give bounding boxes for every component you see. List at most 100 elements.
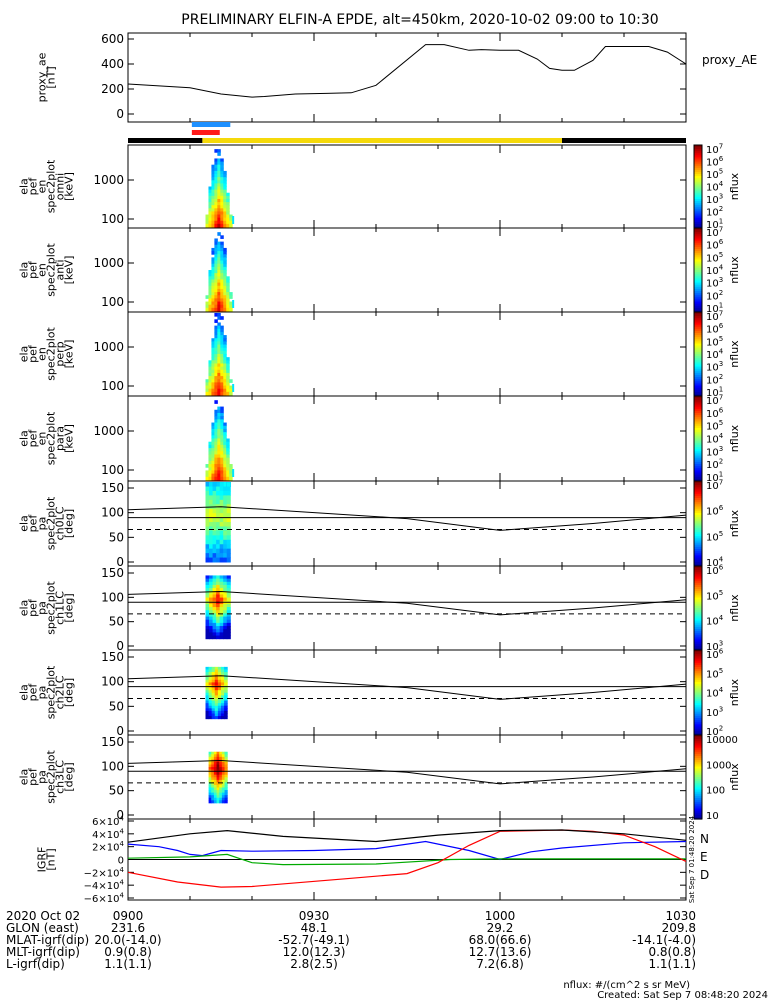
colorbar-unit: nflux xyxy=(728,594,741,622)
colorbar-cell xyxy=(694,652,702,655)
spectrogram-cell xyxy=(211,473,215,478)
spectrogram-cell xyxy=(220,257,224,262)
y-label-line: pa xyxy=(36,517,49,531)
colorbar-cell xyxy=(694,574,702,578)
spectrogram-cell xyxy=(211,186,215,191)
spectrogram-cell xyxy=(232,384,235,392)
pa-cell xyxy=(216,581,221,586)
spectrogram-cell xyxy=(214,341,218,346)
y-label-line: pa xyxy=(36,601,49,615)
pa-cell xyxy=(211,764,215,768)
spectrogram-cell xyxy=(217,432,221,436)
pa-cell xyxy=(224,756,228,760)
science-bar-red xyxy=(191,130,220,135)
spectrogram-cell xyxy=(208,273,212,277)
spectrogram-cell xyxy=(223,476,227,481)
spectrogram-cell xyxy=(229,223,233,228)
colorbar-cell xyxy=(694,532,702,535)
spectrogram-cell xyxy=(226,363,230,368)
y-tick-label: 150 xyxy=(101,566,124,580)
colorbar-cell xyxy=(694,758,702,761)
spectrogram-cell xyxy=(229,464,233,468)
colorbar-cell xyxy=(694,783,702,786)
spectrogram-cell xyxy=(208,301,212,306)
y-label-line: spec2plot xyxy=(45,496,58,550)
spectrogram-cell xyxy=(211,192,215,197)
spectrogram-cell xyxy=(220,476,224,481)
y-tick-label: 2×104 xyxy=(92,840,124,854)
colorbar-cell xyxy=(694,291,702,294)
pa-cell xyxy=(224,784,228,789)
pa-cell xyxy=(205,695,210,699)
spectrogram-cell xyxy=(220,464,224,468)
colorbar-cell xyxy=(694,278,702,282)
spectrogram-cell xyxy=(208,292,212,296)
pa-cell xyxy=(209,575,214,580)
spectrogram-cell xyxy=(217,189,221,194)
spectrogram-cell xyxy=(214,295,218,299)
colorbar-tick-label: 105 xyxy=(706,667,723,681)
spectrogram-cell xyxy=(220,344,224,349)
spectrogram-cell xyxy=(223,205,227,209)
pa-cell xyxy=(205,710,210,714)
spectrogram-cell xyxy=(208,476,212,481)
pa-cell xyxy=(224,779,228,783)
colorbar-tick-label: 106 xyxy=(706,322,724,336)
spectrogram-cell xyxy=(220,183,224,187)
colorbar-cell xyxy=(694,219,702,223)
spectrogram-cell xyxy=(220,435,224,439)
spectrogram-cell xyxy=(211,167,215,172)
igrf-legend-D: D xyxy=(700,868,709,882)
pa-cell xyxy=(226,535,231,541)
spectrogram-cell xyxy=(217,416,221,420)
spectrogram-cell xyxy=(220,444,224,449)
pa-cell xyxy=(224,792,228,796)
pa-cell xyxy=(226,499,231,505)
y-tick-label: 100 xyxy=(101,463,124,477)
pa-cell xyxy=(216,539,221,545)
pa-cell xyxy=(205,672,210,676)
spectrogram-cell xyxy=(226,476,230,481)
colorbar-cell xyxy=(694,341,702,345)
colorbar-cell xyxy=(694,335,702,338)
y-label-line: spec2plot xyxy=(45,665,58,719)
spectrogram-cell xyxy=(214,285,218,290)
spectrogram-cell xyxy=(214,435,218,439)
colorbar-cell xyxy=(694,400,702,403)
spectrogram-cell xyxy=(208,276,212,280)
pa-cell xyxy=(205,616,210,621)
spectrogram-cell xyxy=(223,260,227,265)
spectrogram-cell xyxy=(205,476,209,481)
spectrogram-cell xyxy=(220,158,224,163)
pa-cell xyxy=(224,713,228,717)
y-label-line: ela xyxy=(18,430,31,447)
colorbar-cell xyxy=(694,406,702,410)
colorbar-frame xyxy=(693,734,703,820)
y-label-line: ela xyxy=(18,684,31,701)
y-label-line: [nT] xyxy=(45,66,58,88)
pa-cell xyxy=(213,795,218,799)
spectrogram-cell xyxy=(208,376,212,380)
pa-cell xyxy=(219,613,224,618)
spectrogram-cell xyxy=(220,180,224,184)
spectrogram-cell xyxy=(208,270,212,274)
pa-cell xyxy=(216,575,221,580)
pa-cell xyxy=(208,792,212,796)
colorbar-cell xyxy=(694,196,702,200)
pa-cell xyxy=(216,787,220,791)
pa-cell xyxy=(214,682,219,686)
pa-cell xyxy=(211,716,216,720)
pa-cell xyxy=(226,517,231,523)
spectrogram-cell xyxy=(220,241,224,246)
y-label-line: spec2plot xyxy=(45,411,58,465)
spectrogram-cell xyxy=(217,266,221,271)
spectrogram-cell xyxy=(223,263,227,268)
colorbar-cell xyxy=(694,333,702,336)
spectrogram-cell xyxy=(214,388,218,393)
y-label-line: [keV] xyxy=(63,256,76,285)
spectrogram-cell xyxy=(223,350,227,355)
pa-cell xyxy=(205,597,210,602)
spectrogram-cell xyxy=(217,285,221,290)
pa-cell xyxy=(217,710,222,714)
